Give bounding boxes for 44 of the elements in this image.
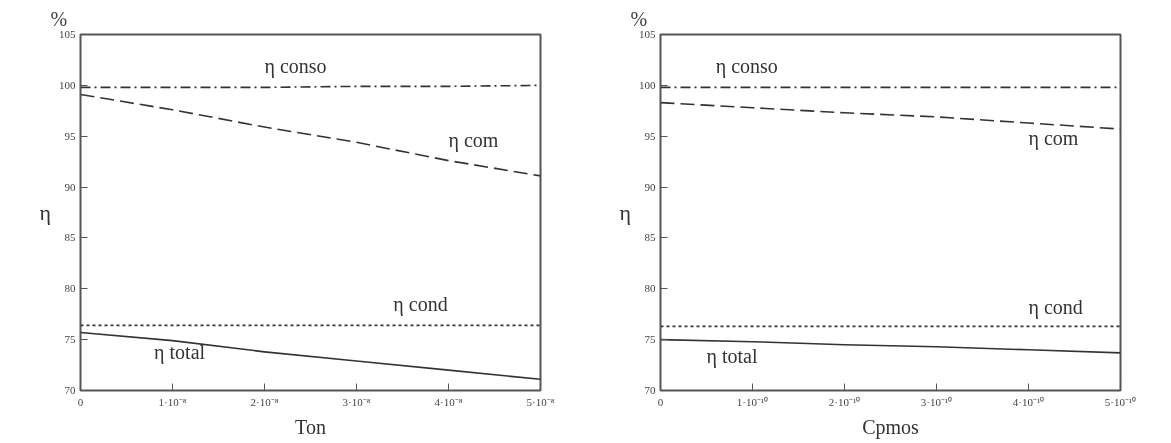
x-tick-label: 0 [77,395,84,408]
series-label: η total [706,344,758,368]
text: % [50,7,68,30]
y-tick-label: 75 [644,333,656,346]
y-tick-label: 70 [644,384,656,396]
x-tick-label: 0 [657,395,664,408]
y-axis-title: η [39,200,52,225]
y-tick-label: 105 [639,28,656,40]
y-tick-label: 95 [64,129,76,142]
x-tick-label: 1·10⁻⁸ [158,395,187,408]
y-tick-label: 70 [64,384,76,396]
series-label: η com [1028,126,1079,150]
y-tick-label: 100 [59,78,76,91]
y-axis-title: η [619,200,632,225]
x-axis-title: Cpmos [862,415,920,439]
x-tick-label: 1·10⁻¹⁰ [736,395,769,408]
x-tick-label: 4·10⁻⁸ [434,395,463,408]
y-tick-label: 90 [64,180,76,193]
y-tick-label: 85 [64,231,76,244]
series-label: η cond [393,293,448,317]
y-tick-label: 75 [64,333,76,346]
series-label: η total [154,341,206,365]
x-tick-label: 3·10⁻⁸ [342,395,371,408]
y-tick-label: 90 [644,180,656,193]
x-tick-label: 4·10⁻¹⁰ [1012,395,1045,408]
x-axis-title: Ton [295,415,326,438]
x-tick-label: 2·10⁻¹⁰ [828,395,861,408]
y-tick-label: 100 [639,78,656,91]
y-tick-label: 80 [644,282,656,295]
line-series [80,331,541,381]
x-tick-label: 3·10⁻¹⁰ [920,395,953,408]
line-series [80,93,541,177]
text: % [630,7,648,30]
x-tick-label: 5·10⁻¹⁰ [1104,395,1137,408]
series-label: η com [448,128,499,152]
series-label: η conso [264,55,327,79]
y-tick-label: 80 [64,282,76,295]
x-tick-label: 2·10⁻⁸ [250,395,279,408]
series-label: η cond [1028,296,1083,320]
y-tick-label: 85 [644,231,656,244]
y-tick-label: 105 [59,28,76,40]
x-tick-label: 5·10⁻⁸ [526,395,555,408]
y-tick-label: 95 [644,129,656,142]
series-label: η conso [715,55,778,79]
